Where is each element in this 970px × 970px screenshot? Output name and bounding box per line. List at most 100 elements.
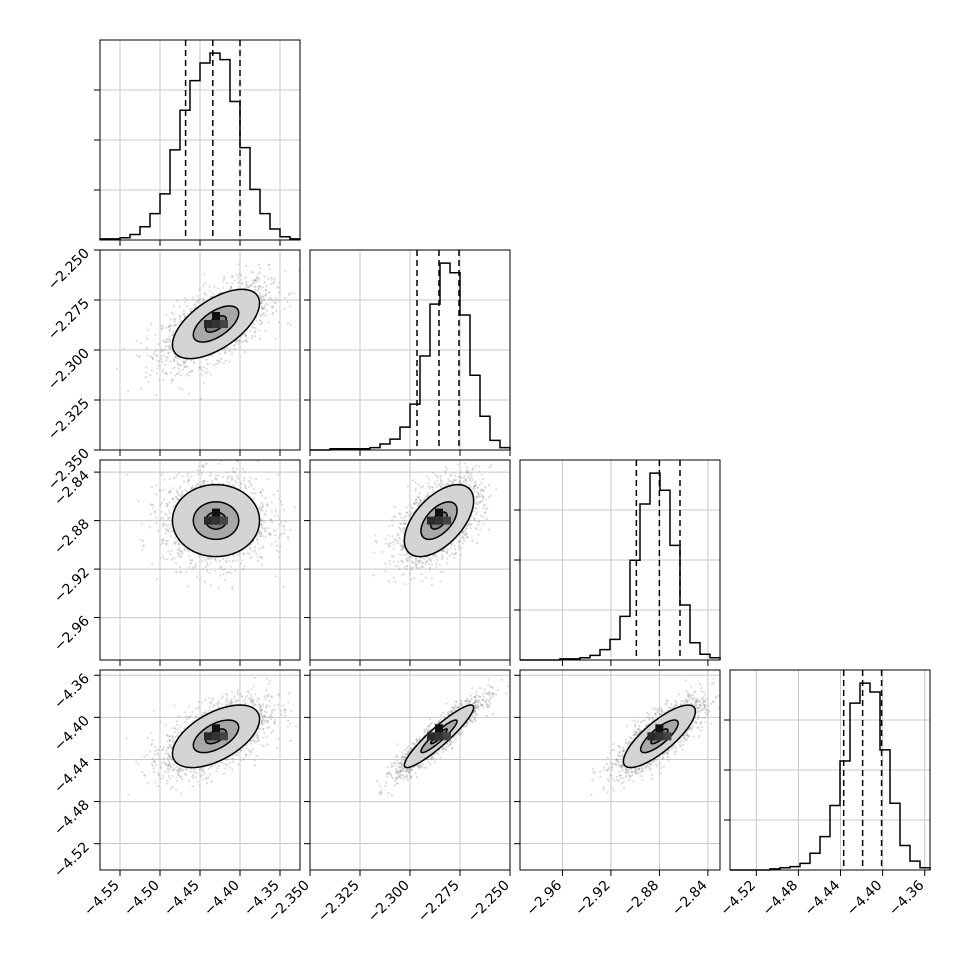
scatter-point [221, 761, 224, 764]
scatter-point [429, 558, 432, 561]
scatter-point [430, 563, 433, 566]
scatter-point [169, 777, 172, 780]
scatter-point [256, 697, 259, 700]
scatter-point [193, 768, 196, 771]
scatter-point [171, 498, 175, 501]
scatter-point [260, 720, 264, 723]
scatter-point [396, 539, 399, 542]
scatter-point [273, 708, 276, 712]
scatter-point [236, 751, 239, 754]
scatter-point [197, 473, 200, 476]
scatter-point [384, 542, 387, 545]
y-tick-label: −4.48 [51, 797, 93, 839]
scatter-point [240, 282, 243, 285]
scatter-point [188, 779, 191, 783]
scatter-point [264, 302, 267, 306]
scatter-point [468, 478, 471, 481]
scatter-point [181, 368, 184, 371]
scatter-point [171, 735, 174, 739]
scatter-point [171, 498, 174, 501]
scatter-point [472, 517, 476, 520]
scatter-point [247, 480, 251, 483]
scatter-point [149, 355, 152, 358]
scatter-point [447, 478, 450, 481]
scatter-point [459, 480, 462, 483]
scatter-point [461, 531, 464, 534]
y-tick-label: −2.250 [45, 246, 93, 294]
scatter-point [434, 722, 437, 725]
scatter-point [145, 337, 148, 340]
density-core-cell [220, 516, 228, 525]
scatter-point [221, 286, 225, 289]
scatter-point [244, 702, 247, 705]
scatter-point [259, 490, 263, 493]
scatter-point [237, 477, 240, 480]
scatter-point [192, 777, 195, 780]
scatter-point [414, 489, 417, 493]
scatter-point [172, 357, 176, 361]
scatter-point [235, 341, 238, 344]
scatter-point [239, 692, 242, 696]
scatter-point [260, 523, 263, 526]
scatter-point [446, 557, 449, 560]
scatter-point [474, 701, 478, 704]
scatter-point [470, 472, 473, 475]
scatter-point [403, 516, 406, 520]
scatter-point [187, 585, 190, 588]
scatter-point [244, 334, 248, 337]
y-tick-label: −4.52 [51, 839, 93, 881]
scatter-point [257, 507, 261, 510]
scatter-point [235, 481, 238, 484]
scatter-point [185, 571, 188, 574]
scatter-point [268, 705, 271, 708]
scatter-point [258, 294, 262, 297]
scatter-point [205, 358, 209, 361]
scatter-point [258, 319, 262, 322]
scatter-point [216, 359, 220, 362]
scatter-point [218, 482, 221, 485]
scatter-point [287, 701, 290, 704]
scatter-point [196, 483, 199, 486]
scatter-point [162, 756, 166, 759]
scatter-point [453, 471, 456, 474]
scatter-point [240, 749, 243, 752]
scatter-point [266, 502, 269, 506]
scatter-point [270, 519, 273, 522]
scatter-point [250, 555, 253, 559]
scatter-point [173, 324, 176, 327]
scatter-point [267, 693, 270, 696]
scatter-point [187, 717, 190, 720]
scatter-point [159, 556, 162, 560]
scatter-point [182, 360, 185, 363]
scatter-point [165, 539, 168, 542]
scatter-point [179, 494, 182, 498]
scatter-point [436, 476, 439, 479]
scatter-point [182, 362, 185, 365]
scatter-point [161, 370, 164, 373]
scatter-point [442, 570, 445, 573]
scatter-point [163, 340, 166, 343]
scatter-point [161, 327, 164, 330]
scatter-point [254, 703, 257, 706]
scatter-point [151, 739, 154, 742]
scatter-point [171, 738, 174, 741]
scatter-point [218, 360, 221, 363]
scatter-point [170, 380, 173, 384]
density-core-cell [212, 732, 220, 741]
scatter-point [210, 701, 213, 704]
scatter-point [154, 760, 157, 763]
scatter-point [437, 721, 440, 724]
scatter-point [466, 471, 469, 474]
scatter-point [174, 736, 177, 739]
scatter-point [228, 559, 231, 562]
scatter-point [179, 320, 182, 323]
scatter-point [406, 511, 409, 514]
scatter-point [241, 340, 244, 343]
scatter-point [274, 301, 277, 305]
x-tick-label: −4.36 [886, 877, 928, 919]
scatter-point [258, 319, 262, 322]
scatter-point [481, 488, 484, 491]
scatter-point [186, 298, 189, 302]
scatter-point [392, 555, 395, 558]
